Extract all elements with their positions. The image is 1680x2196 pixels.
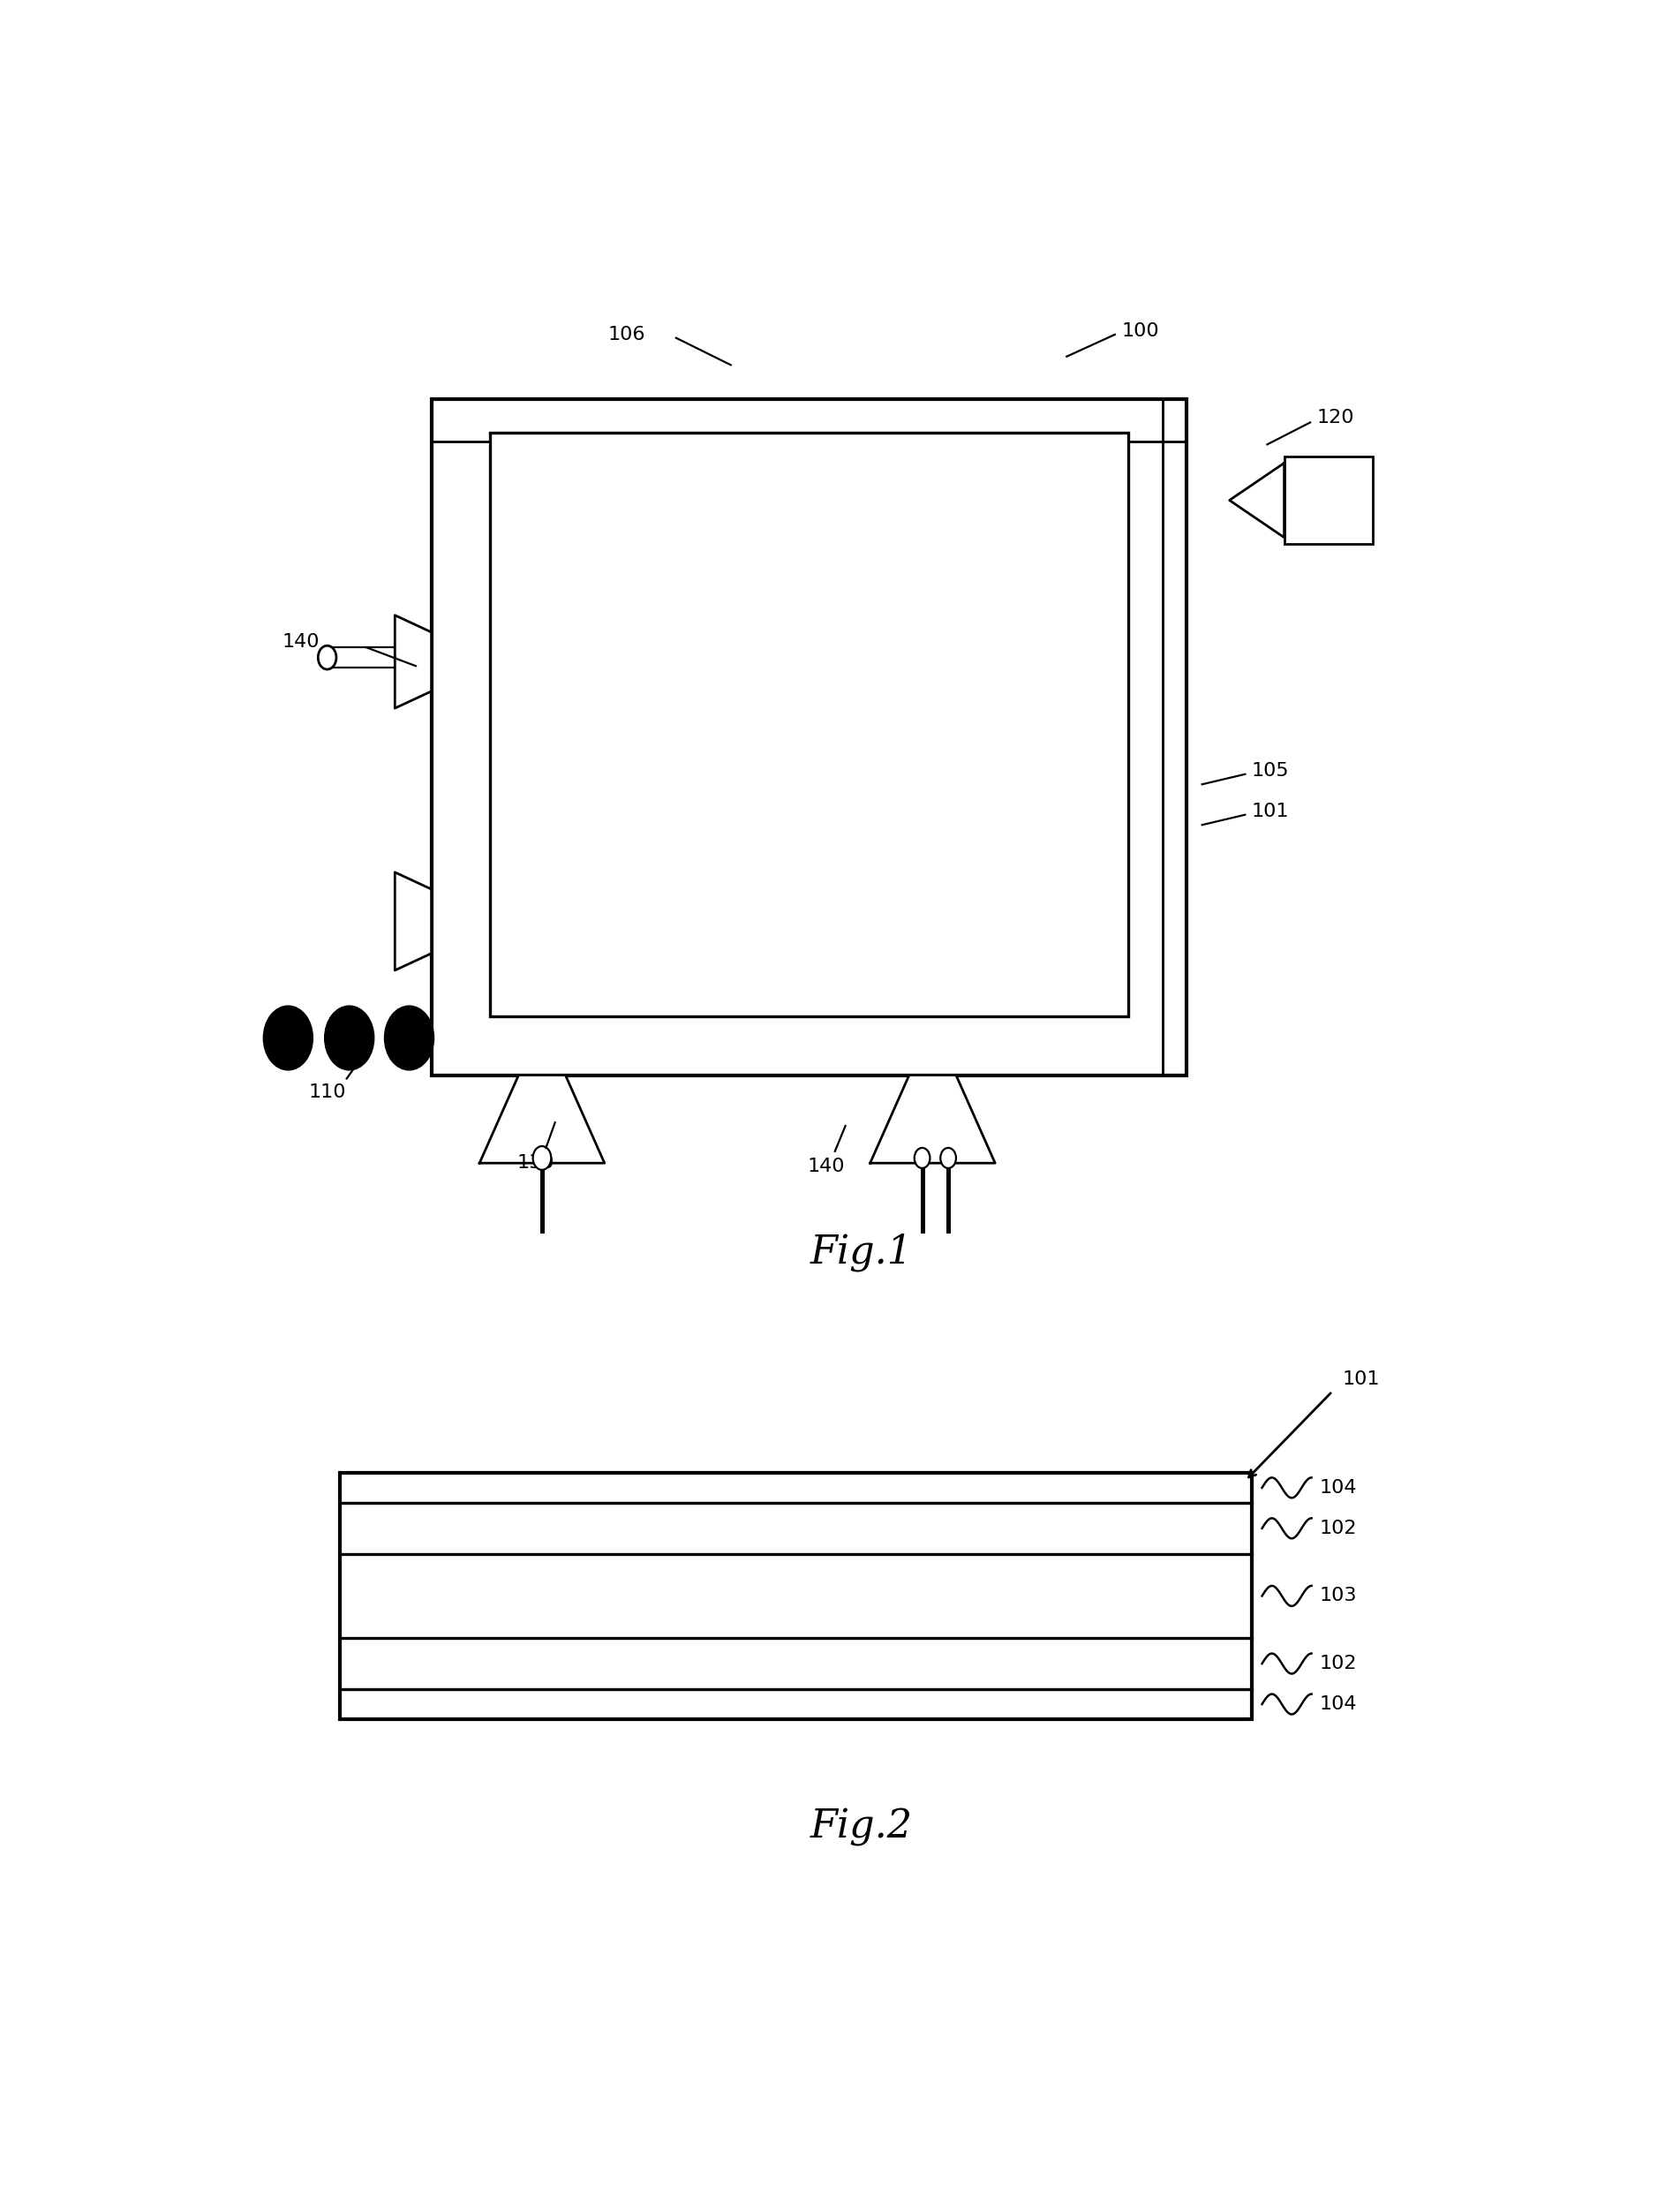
Text: 102: 102 <box>1319 1656 1357 1673</box>
Bar <box>491 433 1127 1017</box>
Text: 110: 110 <box>309 1083 346 1100</box>
Text: Fig.1: Fig.1 <box>810 1234 912 1271</box>
Text: 106: 106 <box>608 325 645 343</box>
Circle shape <box>318 646 336 670</box>
Circle shape <box>914 1149 931 1168</box>
Polygon shape <box>870 1076 995 1164</box>
Bar <box>339 1474 1252 1719</box>
Text: 101: 101 <box>1342 1370 1381 1388</box>
Polygon shape <box>395 615 432 709</box>
Text: Fig.2: Fig.2 <box>810 1810 912 1847</box>
Circle shape <box>941 1149 956 1168</box>
Text: 102: 102 <box>1319 1520 1357 1537</box>
Circle shape <box>324 1006 375 1069</box>
Text: 105: 105 <box>1252 762 1289 780</box>
Text: 130: 130 <box>517 1155 554 1173</box>
Polygon shape <box>395 872 432 971</box>
Bar <box>1284 457 1373 545</box>
Text: 100: 100 <box>1122 323 1159 340</box>
Text: 140: 140 <box>806 1157 845 1175</box>
Polygon shape <box>479 1076 605 1164</box>
Text: 140: 140 <box>282 632 319 652</box>
Circle shape <box>264 1006 312 1069</box>
Text: 103: 103 <box>1319 1588 1357 1605</box>
Bar <box>432 400 1186 1076</box>
Circle shape <box>385 1006 433 1069</box>
Circle shape <box>533 1146 551 1170</box>
Text: 120: 120 <box>1317 408 1354 426</box>
Polygon shape <box>1230 463 1284 538</box>
Text: 101: 101 <box>1252 802 1289 821</box>
Text: 104: 104 <box>1319 1478 1357 1498</box>
Text: 104: 104 <box>1319 1695 1357 1713</box>
Bar <box>328 648 395 668</box>
